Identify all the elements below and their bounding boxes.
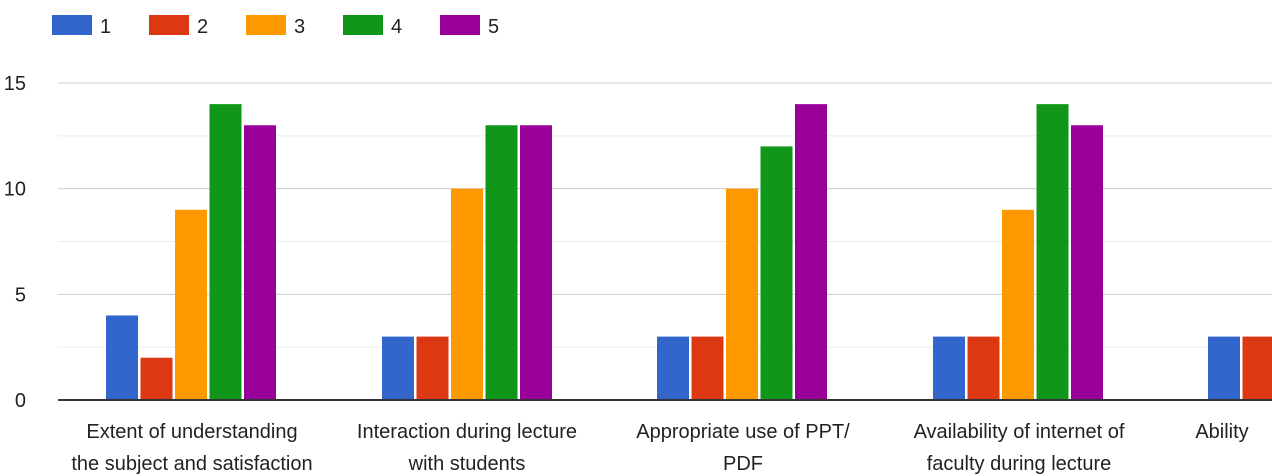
bar-series-5 [795, 104, 827, 400]
bar-series-3 [726, 188, 758, 400]
bar-series-1 [933, 336, 965, 400]
x-category-label: Appropriate use of PPT/ [636, 421, 850, 443]
bar-series-4 [485, 125, 518, 401]
x-category-label: Interaction during lecture [357, 421, 577, 443]
legend-swatch-1 [52, 15, 92, 35]
bar-series-1 [382, 336, 414, 400]
bar-series-5 [244, 125, 276, 401]
legend-label-2: 2 [197, 16, 208, 38]
bar-series-1 [1208, 336, 1240, 400]
bar-series-3 [1002, 209, 1034, 400]
x-category-label: faculty during lecture [927, 453, 1112, 475]
bar-series-4 [760, 146, 793, 400]
legend[interactable]: 1 2 3 4 5 [52, 15, 499, 38]
y-tick-label: 15 [4, 73, 26, 95]
bar-series-4 [1036, 104, 1069, 400]
legend-swatch-2 [149, 15, 189, 35]
bar-series-2 [140, 357, 173, 400]
bar-series-2 [691, 336, 724, 400]
bar-series-2 [416, 336, 449, 400]
bar-series-5 [1071, 125, 1103, 401]
x-category-label: Extent of understanding [86, 421, 297, 443]
legend-swatch-5 [440, 15, 480, 35]
legend-label-1: 1 [100, 16, 111, 38]
bars [106, 104, 1272, 401]
bar-series-5 [520, 125, 552, 401]
legend-swatch-4 [343, 15, 383, 35]
x-category-label: Ability [1195, 421, 1248, 443]
x-category-label: the subject and satisfaction [71, 453, 312, 475]
bar-series-3 [175, 209, 207, 400]
y-tick-label: 10 [4, 179, 26, 201]
x-category-label: with students [408, 453, 526, 475]
legend-label-4: 4 [391, 16, 402, 38]
y-tick-label: 5 [15, 284, 26, 306]
bar-series-2 [1242, 336, 1272, 400]
x-axis-labels: Extent of understanding the subject and s… [71, 421, 1248, 475]
legend-swatch-3 [246, 15, 286, 35]
bar-series-1 [657, 336, 689, 400]
legend-label-3: 3 [294, 16, 305, 38]
bar-series-4 [209, 104, 242, 400]
legend-label-5: 5 [488, 16, 499, 38]
x-category-label: Availability of internet of [914, 421, 1125, 443]
bar-series-2 [967, 336, 1000, 400]
x-category-label: PDF [723, 453, 763, 475]
y-axis-ticks: 0 5 10 15 [4, 73, 26, 412]
y-tick-label: 0 [15, 390, 26, 412]
bar-series-1 [106, 315, 138, 400]
bar-series-3 [451, 188, 483, 400]
